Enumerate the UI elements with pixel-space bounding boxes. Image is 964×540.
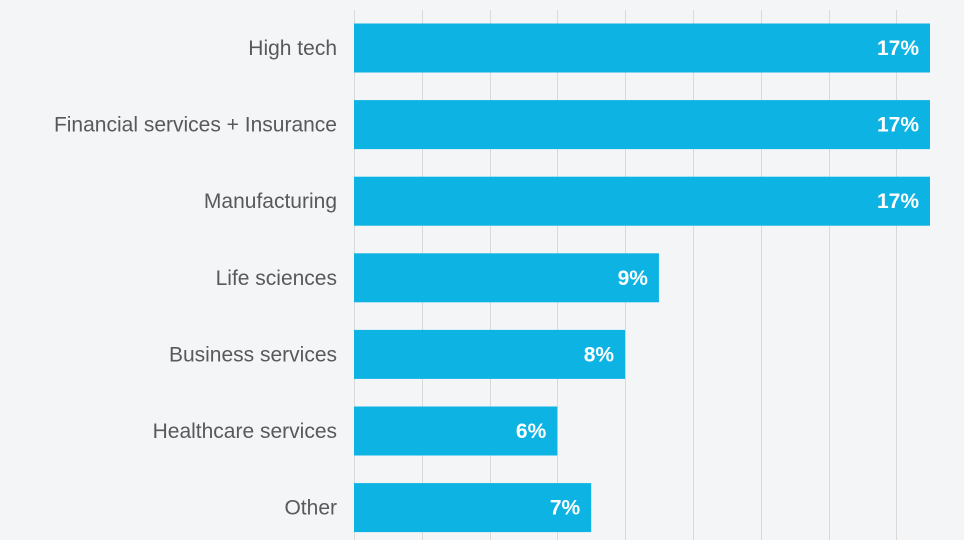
data-label: 17% — [877, 190, 919, 213]
data-label: 6% — [516, 420, 547, 443]
data-label: 17% — [877, 37, 919, 60]
category-label: Business services — [169, 343, 337, 366]
category-label: Financial services + Insurance — [54, 114, 337, 137]
bar-healthcare-services — [354, 406, 558, 456]
category-label: Life sciences — [216, 267, 337, 290]
category-label: High tech — [248, 37, 337, 60]
data-label: 7% — [550, 497, 581, 520]
bars — [354, 23, 930, 533]
category-label: Healthcare services — [153, 420, 337, 443]
bar-other — [354, 483, 592, 533]
data-label: 9% — [618, 267, 649, 290]
bar-business-services — [354, 329, 626, 379]
category-label: Manufacturing — [204, 190, 337, 213]
bar-manufacturing — [354, 176, 930, 226]
bar-life-sciences — [354, 253, 659, 303]
category-label: Other — [284, 497, 337, 520]
category-labels: High tech Financial services + Insurance M… — [54, 37, 337, 520]
bar-high-tech — [354, 23, 930, 73]
bar-financial-services-insurance — [354, 100, 930, 150]
data-label: 17% — [877, 114, 919, 137]
data-labels: 17% 17% 17% 9% 8% 6% 7% — [516, 37, 919, 520]
data-label: 8% — [584, 343, 615, 366]
